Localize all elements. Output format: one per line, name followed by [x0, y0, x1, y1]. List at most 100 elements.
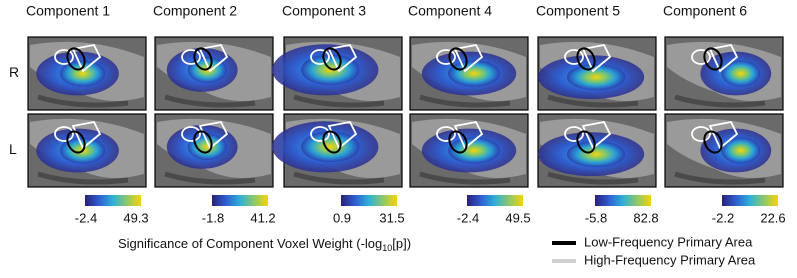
- high-freq-area: [198, 43, 229, 73]
- high-freq-area: [436, 126, 456, 142]
- colorbar: [467, 195, 523, 206]
- component-title: Component 4: [408, 3, 492, 19]
- row-label: R: [9, 64, 19, 80]
- brain-panel: [664, 36, 784, 111]
- colorbar: [212, 195, 268, 206]
- brain-panel: [154, 36, 274, 111]
- colorbar: [341, 195, 397, 206]
- colorbar: [85, 195, 141, 206]
- high-freq-area: [708, 120, 739, 150]
- brain-panel: [537, 36, 657, 111]
- low-freq-area: [576, 130, 596, 154]
- colorbar-min: -5.8: [585, 210, 607, 225]
- high-freq-area: [310, 49, 330, 65]
- low-freq-area: [448, 47, 468, 71]
- activation-peak: [566, 141, 626, 168]
- activation-peak: [721, 60, 761, 87]
- low-freq-area: [703, 130, 723, 154]
- high-freq-area: [71, 120, 102, 150]
- high-freq-area: [691, 49, 711, 65]
- high-freq-area: [564, 126, 584, 142]
- low-freq-area: [66, 130, 86, 154]
- high-freq-area: [181, 49, 201, 65]
- low-freq-area: [448, 130, 468, 154]
- sulcus: [293, 171, 385, 185]
- high-freq-area: [310, 126, 330, 142]
- colorbar-max: 31.5: [379, 210, 404, 225]
- high-freq-area: [198, 120, 229, 150]
- legend-label: Low-Frequency Primary Area: [584, 234, 753, 249]
- row-label: L: [9, 141, 17, 157]
- component-title: Component 2: [153, 3, 237, 19]
- component-title: Component 3: [282, 3, 366, 19]
- brain-panel: [272, 36, 403, 111]
- colorbar-max: 82.8: [633, 210, 658, 225]
- high-freq-area: [436, 49, 456, 65]
- high-freq-area: [581, 120, 612, 150]
- colorbar: [595, 195, 651, 206]
- sulcus: [419, 171, 511, 185]
- activation-peak: [301, 54, 360, 86]
- high-freq-area: [708, 43, 739, 73]
- component-title: Component 6: [663, 3, 747, 19]
- brain-panel: [154, 113, 274, 188]
- caption-suffix: [p]): [392, 236, 411, 251]
- component-title: Component 5: [536, 3, 620, 19]
- high-freq-area: [564, 49, 584, 65]
- legend-label: High-Frequency Primary Area: [584, 252, 756, 267]
- activation-peak: [448, 137, 500, 164]
- colorbar-min: -2.4: [457, 210, 479, 225]
- caption-text: Significance of Component Voxel Weight (…: [118, 236, 382, 251]
- high-freq-area: [54, 126, 74, 142]
- sulcus: [293, 94, 385, 108]
- sulcus: [419, 94, 511, 108]
- high-freq-area: [453, 120, 484, 150]
- low-freq-area: [576, 47, 596, 71]
- brain-panel: [409, 113, 529, 188]
- brain-panel: [272, 113, 403, 188]
- activation-peak: [721, 137, 761, 164]
- colorbar-min: -1.8: [202, 210, 224, 225]
- colorbar-min: -2.4: [75, 210, 97, 225]
- low-freq-area: [193, 47, 213, 71]
- brain-panel: [27, 36, 147, 111]
- colorbar-max: 49.5: [505, 210, 530, 225]
- low-freq-area: [193, 130, 213, 154]
- brain-panel: [537, 113, 657, 188]
- high-freq-area: [54, 49, 74, 65]
- low-freq-area: [322, 130, 342, 154]
- sulcus: [674, 94, 766, 108]
- activation-peak: [448, 60, 500, 87]
- component-title: Component 1: [26, 3, 110, 19]
- high-freq-area: [691, 126, 711, 142]
- sulcus: [164, 94, 256, 108]
- colorbar-max: 49.3: [123, 210, 148, 225]
- sulcus: [547, 94, 639, 108]
- high-freq-area: [181, 126, 201, 142]
- high-freq-area: [581, 43, 612, 73]
- high-freq-area: [71, 43, 102, 73]
- low-freq-area: [322, 47, 342, 71]
- activation-peak: [301, 131, 360, 163]
- colorbar-max: 41.2: [250, 210, 275, 225]
- high-freq-area: [327, 120, 358, 150]
- colorbar-min: 0.9: [333, 210, 351, 225]
- brain-panel: [27, 113, 147, 188]
- low-freq-area: [703, 47, 723, 71]
- high-freq-area: [453, 43, 484, 73]
- activation-peak: [566, 64, 626, 91]
- colorbar-min: -2.2: [712, 210, 734, 225]
- sulcus: [37, 94, 129, 108]
- sulcus: [164, 171, 256, 185]
- sulcus: [674, 171, 766, 185]
- sulcus: [37, 171, 129, 185]
- brain-panel: [664, 113, 784, 188]
- high-freq-area: [327, 43, 358, 73]
- activation-peak: [187, 133, 227, 160]
- colorbar: [722, 195, 778, 206]
- brain-panel: [409, 36, 529, 111]
- colorbar-max: 22.6: [760, 210, 785, 225]
- low-freq-area: [66, 47, 86, 71]
- caption-subscript: 10: [382, 243, 392, 253]
